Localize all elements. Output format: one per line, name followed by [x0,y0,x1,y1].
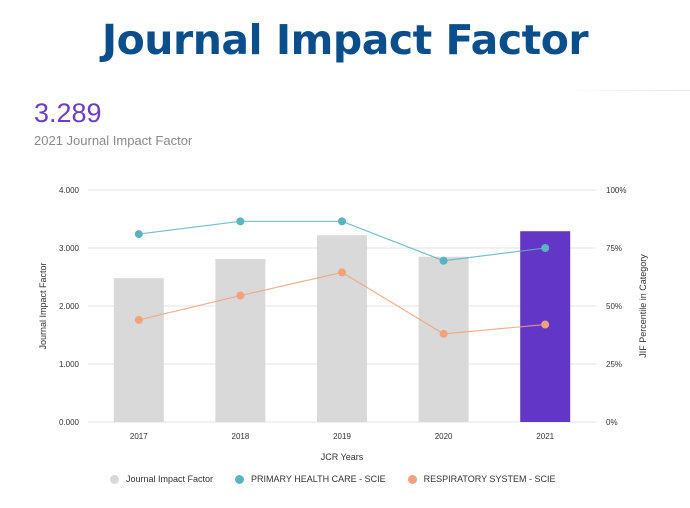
y2-tick-label: 50% [606,302,622,311]
y2-tick-label: 100% [606,186,626,195]
jif-chart: 0.000 1.000 2.000 3.000 4.000 0% 25% 50% 75% 100%… [38,186,648,462]
series-point [338,217,346,226]
series-point [439,256,448,265]
y-tick-label: 2.000 [59,302,80,311]
legend-item-respiratory-system[interactable]: RESPIRATORY SYSTEM - SCIE [407,474,556,484]
y2-tick-label: 0% [606,418,618,427]
y2-tick-label: 25% [606,360,622,369]
series-point [541,244,550,252]
legend-label-primary-health-care: PRIMARY HEALTH CARE - SCIE [251,474,386,484]
bar [418,256,469,422]
y-tick-label: 0.000 [59,418,80,427]
legend-item-primary-health-care[interactable]: PRIMARY HEALTH CARE - SCIE [235,474,386,484]
series-point [134,230,143,239]
y-tick-label: 1.000 [59,360,80,369]
y2-axis-title: JIF Percentile in Category [638,254,648,358]
y-tick-label: 4.000 [59,186,80,195]
y-tick-label: 3.000 [59,244,80,253]
legend-item-jif[interactable]: Journal Impact Factor [110,474,213,484]
banner-title: Journal Impact Factor [101,16,589,64]
series-point [134,315,143,324]
x-tick-label: 2020 [435,432,453,441]
series-point [236,217,245,226]
series-point [338,268,346,277]
bar [215,259,266,422]
legend-label-jif: Journal Impact Factor [126,474,214,484]
x-tick-label: 2021 [536,432,554,441]
y2-tick-label: 75% [606,244,622,253]
legend-label-respiratory-system: RESPIRATORY SYSTEM - SCIE [423,474,556,484]
series-point [439,329,448,338]
x-axis-title: JCR Years [321,452,364,462]
x-tick-label: 2017 [130,432,148,441]
series-point [236,291,245,300]
legend-swatch-primary-health-care [235,474,245,484]
divider [560,90,690,91]
legend-swatch-respiratory-system [407,474,417,484]
impact-factor-value: 3.289 [34,98,102,128]
legend-swatch-jif [110,474,119,484]
x-tick-label: 2019 [333,432,351,441]
bar [317,235,367,422]
series-point [541,320,550,329]
chart-legend: Journal Impact Factor PRIMARY HEALTH CAR… [110,474,555,484]
bar [113,278,164,422]
y-axis-title: Journal Impact Factor [38,262,48,349]
x-tick-label: 2018 [232,432,250,441]
impact-factor-caption: 2021 Journal Impact Factor [34,133,193,148]
